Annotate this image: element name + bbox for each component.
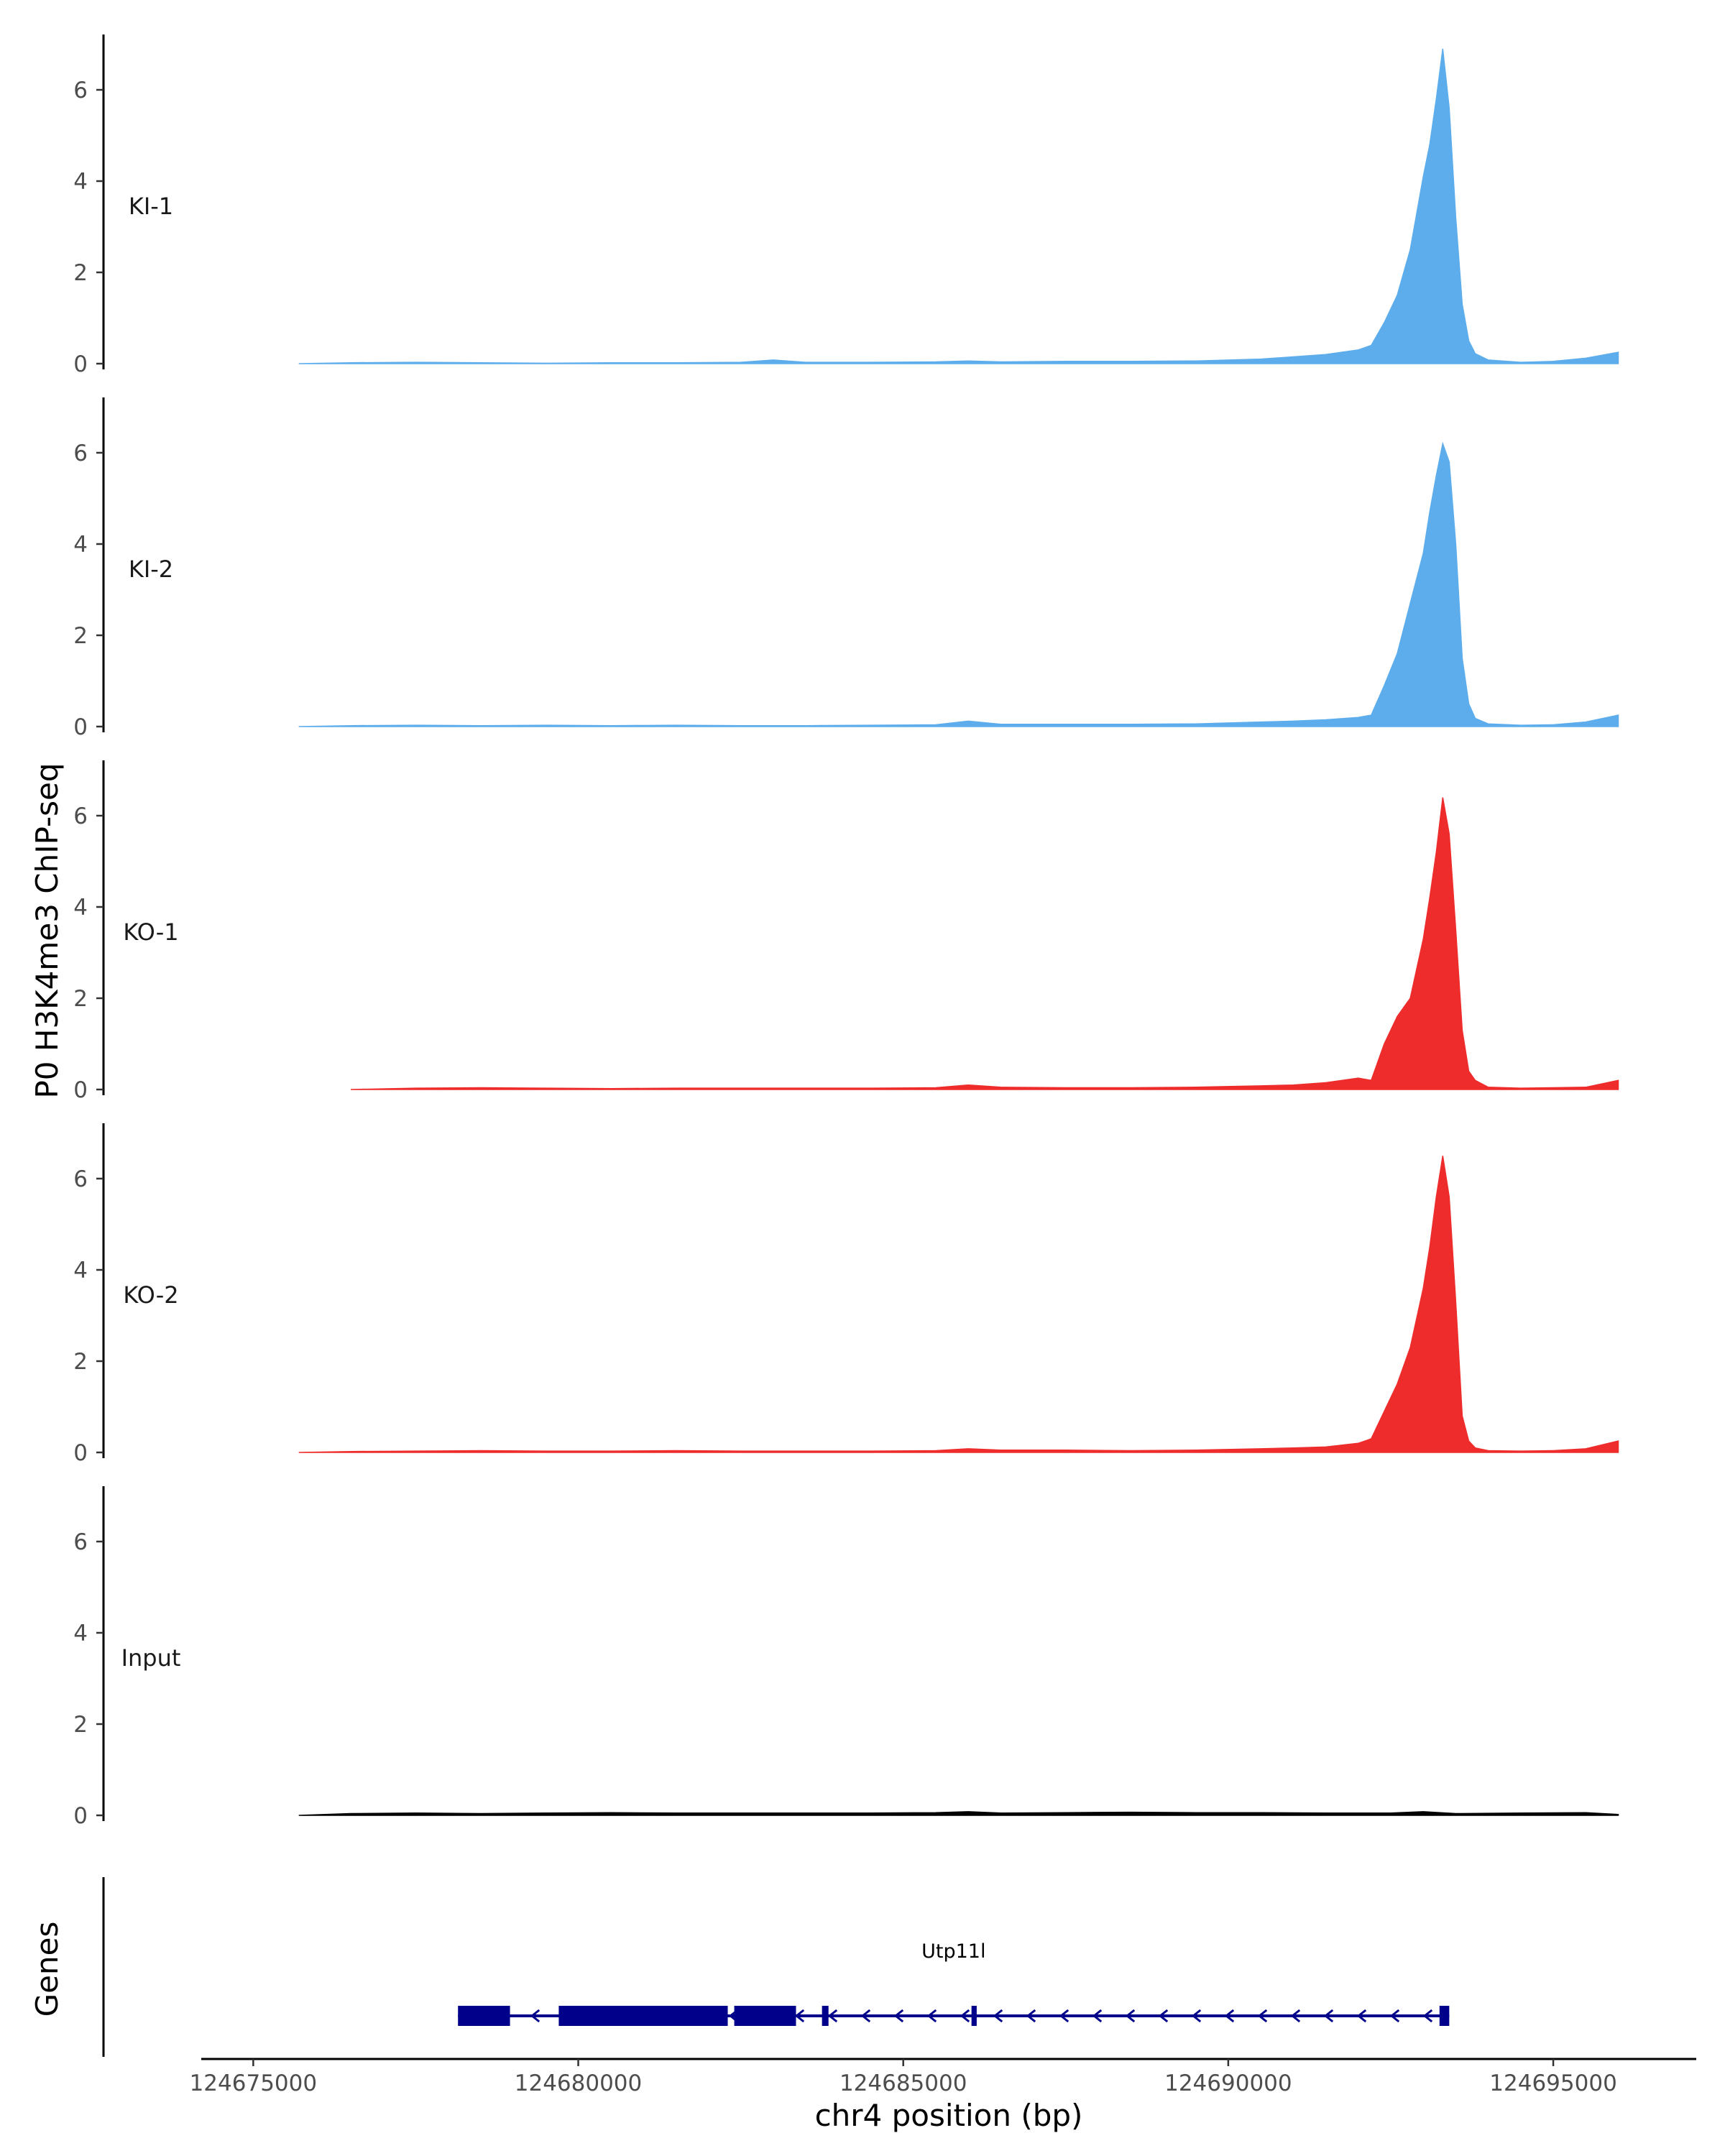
gene-exon: [734, 2006, 796, 2026]
y-tick-label: 0: [73, 351, 88, 377]
strand-arrow: [860, 2009, 871, 2023]
signal-area: [298, 1811, 1619, 1816]
track-label: KO-1: [123, 918, 178, 946]
track-ki-2: 0 2 4 6 KI-2: [73, 397, 1619, 740]
signal-tracks: 0 2 4 6 KI-1 0 2 4 6 KI-2 0 2 4 6 KO-1 0 2 4 6 KO-2 0 2 4 6 Inpu…: [73, 34, 1619, 1829]
y-tick-label: 4: [73, 532, 88, 558]
x-axis: 124675000 124680000 124685000 124690000 1246…: [190, 2058, 1696, 2096]
track-label: KI-2: [129, 556, 173, 583]
y-tick-label: 2: [73, 1712, 88, 1738]
gene-exon: [822, 2006, 829, 2026]
strand-arrow: [893, 2009, 904, 2023]
y-tick-label: 6: [73, 1166, 88, 1192]
gene-exon: [558, 2006, 728, 2026]
y-tick-label: 4: [73, 169, 88, 195]
y-tick-label: 2: [73, 623, 88, 649]
strand-arrow: [960, 2009, 970, 2023]
x-tick-label: 124675000: [190, 2070, 318, 2096]
y-tick-label: 2: [73, 1349, 88, 1375]
track-ko-1: 0 2 4 6 KO-1: [73, 760, 1619, 1103]
x-tick-label: 124685000: [840, 2070, 967, 2096]
strand-arrow: [1389, 2009, 1400, 2023]
gene-name-label: Utp11l: [921, 1940, 985, 1963]
strand-arrow: [1290, 2009, 1301, 2023]
y-tick-label: 6: [73, 803, 88, 829]
signal-area: [350, 797, 1619, 1090]
strand-arrow: [530, 2009, 540, 2023]
gene-exon: [458, 2006, 510, 2026]
gene-exon: [971, 2006, 977, 2026]
y-tick-label: 2: [73, 986, 88, 1012]
track-input: 0 2 4 6 Input: [73, 1486, 1619, 1829]
strand-arrow: [1125, 2009, 1136, 2023]
y-tick-label: 0: [73, 1440, 88, 1466]
strand-arrow: [794, 2009, 805, 2023]
track-label: Input: [121, 1644, 181, 1672]
strand-arrow: [993, 2009, 1003, 2023]
signal-area: [298, 1156, 1619, 1453]
strand-arrow: [926, 2009, 937, 2023]
strand-arrow: [1422, 2009, 1433, 2023]
y-tick-label: 4: [73, 895, 88, 921]
x-axis-title: chr4 position (bp): [815, 2098, 1083, 2133]
strand-arrow: [827, 2009, 838, 2023]
track-label: KO-2: [123, 1281, 178, 1309]
gene-exon: [1439, 2006, 1450, 2026]
x-tick-label: 124690000: [1164, 2070, 1292, 2096]
track-label: KI-1: [129, 193, 173, 220]
strand-arrow: [1026, 2009, 1036, 2023]
strand-arrow: [1257, 2009, 1268, 2023]
y-tick-label: 2: [73, 260, 88, 286]
gene-utp11l: Utp11l: [458, 1940, 1450, 2026]
y-tick-label: 6: [73, 1529, 88, 1555]
strand-arrow: [1059, 2009, 1070, 2023]
signal-area: [298, 441, 1619, 727]
strand-arrow: [1191, 2009, 1202, 2023]
strand-arrow: [1092, 2009, 1103, 2023]
gene-panel: Utp11l: [102, 1877, 1450, 2057]
y-tick-label: 0: [73, 1803, 88, 1829]
signal-area: [298, 48, 1619, 364]
y-tick-label: 6: [73, 441, 88, 466]
y-axis-title: P0 H3K4me3 ChIP-seq: [29, 763, 65, 1098]
strand-arrow: [1158, 2009, 1169, 2023]
strand-arrow: [1224, 2009, 1235, 2023]
track-ki-1: 0 2 4 6 KI-1: [73, 34, 1619, 377]
y-tick-label: 4: [73, 1258, 88, 1284]
strand-arrow: [1356, 2009, 1367, 2023]
x-tick-label: 124695000: [1489, 2070, 1617, 2096]
y-tick-label: 6: [73, 78, 88, 103]
track-ko-2: 0 2 4 6 KO-2: [73, 1123, 1619, 1466]
y-tick-label: 0: [73, 714, 88, 740]
x-tick-label: 124680000: [515, 2070, 643, 2096]
genes-axis-title: Genes: [29, 1922, 65, 2017]
y-tick-label: 4: [73, 1621, 88, 1646]
y-tick-label: 0: [73, 1077, 88, 1103]
strand-arrow: [1323, 2009, 1334, 2023]
